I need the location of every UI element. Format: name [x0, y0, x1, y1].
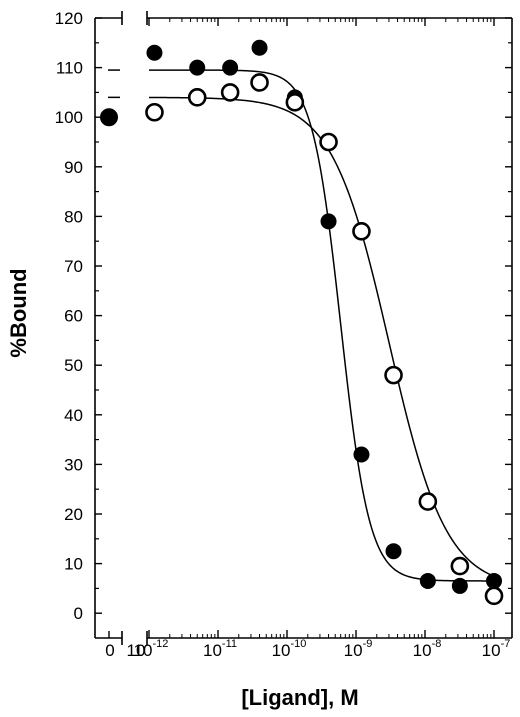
filled-data-point — [385, 543, 402, 560]
x-axis-ticks: 10-12 10-11 10-10 10-9 10-8 10-7 — [108, 18, 511, 660]
filled-data-point — [486, 572, 502, 589]
y-tick-label: 110 — [56, 59, 83, 78]
y-tick-label: 70 — [64, 257, 83, 276]
filled-data-point — [251, 39, 268, 56]
open-data-point — [450, 556, 470, 576]
open-data-point — [418, 492, 438, 511]
open-data-point — [145, 102, 164, 122]
y-tick-label: 80 — [64, 207, 83, 226]
y-tick-label: 50 — [64, 356, 83, 375]
y-axis-ticks: 0 10 20 30 40 50 60 70 80 90 100 110 120 — [55, 9, 512, 623]
plot-frame — [94, 11, 513, 645]
y-tick-label: 90 — [64, 158, 83, 177]
x-tick-label: 10-12 — [134, 638, 169, 660]
open-data-point — [384, 365, 403, 385]
y-tick-label: 20 — [64, 505, 83, 524]
open-data-point — [484, 586, 504, 606]
x-axis-label: [Ligand], M — [241, 685, 358, 710]
filled-data-point — [146, 44, 163, 61]
y-tick-label: 40 — [64, 406, 83, 425]
filled-data-point — [353, 446, 370, 463]
open-data-point — [220, 83, 240, 102]
data-point-zero-1 — [100, 108, 118, 127]
y-tick-label: 60 — [64, 307, 83, 326]
x-zero-label: 0 — [105, 641, 114, 660]
x-tick-label: 10-8 — [413, 638, 442, 660]
filled-data-point — [451, 577, 468, 594]
fit-curve-2 — [149, 96, 495, 577]
x-tick-label: 10-9 — [344, 638, 373, 660]
y-tick-label: 30 — [64, 455, 83, 474]
data-points — [100, 39, 504, 606]
open-data-point — [319, 132, 338, 152]
x-tick-label: 10-11 — [203, 638, 237, 660]
fit-curve-1 — [149, 69, 494, 582]
filled-data-point — [189, 59, 206, 76]
x-tick-label: 10-10 — [272, 638, 307, 660]
y-tick-label: 0 — [74, 604, 83, 623]
y-axis-label: %Bound — [6, 268, 31, 357]
filled-data-point — [419, 572, 436, 589]
filled-data-point — [320, 213, 337, 230]
x-zero-suffix: 10 — [127, 641, 146, 660]
open-data-point — [352, 221, 371, 241]
open-data-point — [285, 93, 305, 112]
open-data-point — [187, 88, 207, 107]
open-data-point — [250, 73, 269, 92]
y-tick-label: 120 — [55, 9, 83, 28]
y-tick-label: 10 — [64, 555, 83, 574]
filled-data-point — [222, 59, 239, 76]
x-tick-label: 10-7 — [482, 638, 511, 660]
y-tick-label: 100 — [55, 108, 83, 127]
